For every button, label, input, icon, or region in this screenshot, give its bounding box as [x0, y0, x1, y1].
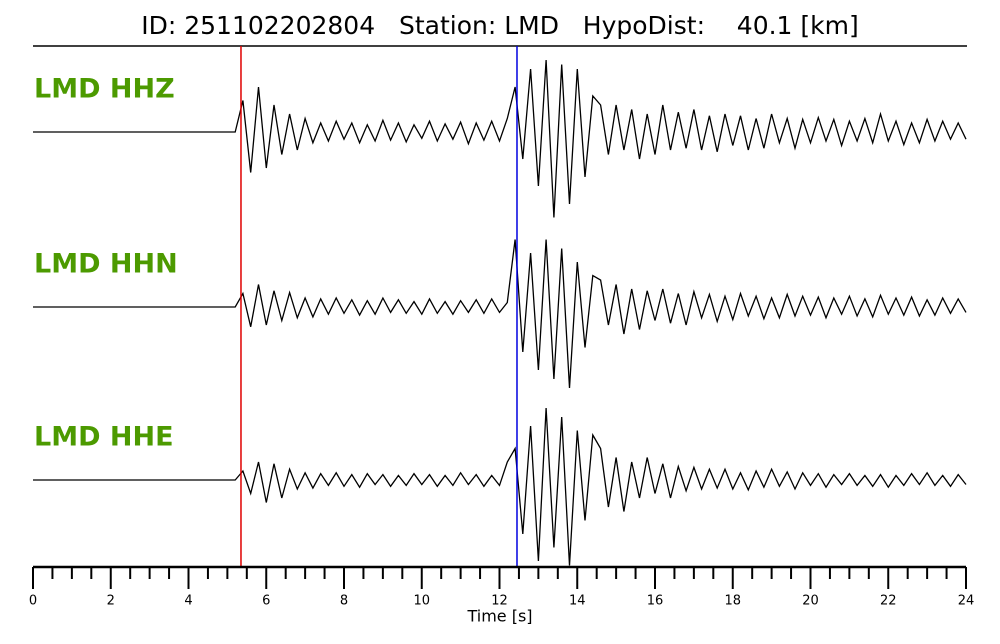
x-tick-label: 18 [724, 594, 741, 609]
x-tick-label: 8 [340, 594, 348, 609]
waveform [33, 239, 967, 389]
trace-label: LMD HHN [34, 249, 178, 280]
waveform [33, 59, 967, 218]
x-tick-label: 0 [29, 594, 37, 609]
x-tick-label: 16 [647, 594, 664, 609]
x-tick-label: 10 [413, 594, 430, 609]
x-tick-label: 14 [569, 594, 586, 609]
x-tick-label: 20 [802, 594, 819, 609]
x-tick-label: 6 [262, 594, 270, 609]
x-tick-label: 24 [958, 594, 975, 609]
x-tick-label: 12 [491, 594, 508, 609]
trace-label: LMD HHZ [34, 74, 175, 105]
x-tick-label: 2 [107, 594, 115, 609]
x-tick-label: 22 [880, 594, 897, 609]
waveform [33, 407, 967, 566]
chart-title: ID: 251102202804 Station: LMD HypoDist: … [141, 11, 858, 40]
x-tick-label: 4 [184, 594, 192, 609]
x-axis-label: Time [s] [466, 607, 532, 626]
trace-label: LMD HHE [34, 422, 174, 453]
